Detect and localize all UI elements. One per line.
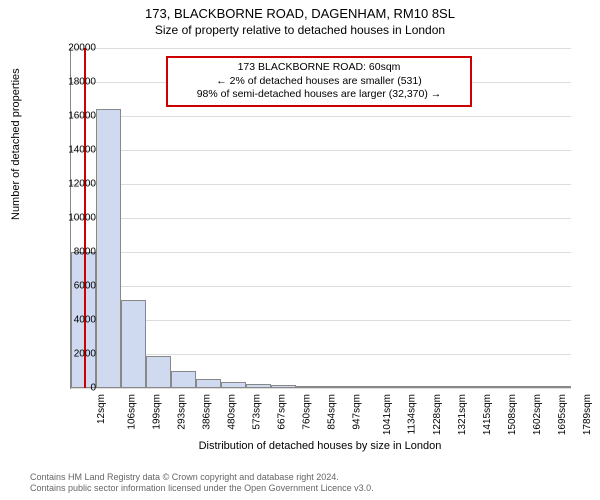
y-tick-label: 2000: [36, 349, 96, 360]
x-tick-label: 1602sqm: [532, 394, 543, 435]
footer-line1: Contains HM Land Registry data © Crown c…: [30, 472, 374, 483]
grid-line: [71, 116, 571, 117]
x-tick-label: 480sqm: [227, 394, 238, 430]
histogram-bar: [146, 356, 171, 388]
histogram-bar: [496, 386, 521, 388]
x-tick-label: 106sqm: [127, 394, 138, 430]
grid-line: [71, 184, 571, 185]
x-tick-label: 199sqm: [152, 394, 163, 430]
grid-line: [71, 48, 571, 49]
y-tick-label: 12000: [36, 179, 96, 190]
histogram-bar: [121, 300, 146, 388]
histogram-bar: [271, 385, 296, 388]
x-tick-label: 667sqm: [277, 394, 288, 430]
footer-line2: Contains public sector information licen…: [30, 483, 374, 494]
histogram-bar: [521, 386, 546, 388]
histogram-bar: [421, 386, 446, 388]
annotation-box: 173 BLACKBORNE ROAD: 60sqm← 2% of detach…: [166, 56, 472, 107]
x-tick-label: 1134sqm: [406, 394, 417, 434]
histogram-bar: [346, 386, 371, 388]
y-tick-label: 16000: [36, 111, 96, 122]
chart-subtitle: Size of property relative to detached ho…: [0, 21, 600, 37]
x-tick-label: 573sqm: [252, 394, 263, 430]
histogram-bar: [196, 379, 221, 388]
y-axis-label: Number of detached properties: [10, 68, 22, 220]
annotation-line: 173 BLACKBORNE ROAD: 60sqm: [174, 61, 464, 75]
x-tick-label: 1695sqm: [557, 394, 568, 435]
chart-title: 173, BLACKBORNE ROAD, DAGENHAM, RM10 8SL: [0, 0, 600, 21]
y-tick-label: 18000: [36, 77, 96, 88]
chart-container: 173, BLACKBORNE ROAD, DAGENHAM, RM10 8SL…: [0, 0, 600, 500]
x-tick-label: 1321sqm: [457, 394, 468, 435]
footer-text: Contains HM Land Registry data © Crown c…: [30, 472, 374, 494]
y-tick-label: 6000: [36, 281, 96, 292]
y-tick-label: 14000: [36, 145, 96, 156]
grid-line: [71, 320, 571, 321]
grid-line: [71, 150, 571, 151]
histogram-bar: [246, 384, 271, 388]
histogram-bar: [446, 386, 471, 388]
x-tick-label: 1415sqm: [482, 394, 493, 435]
histogram-bar: [96, 109, 121, 388]
y-tick-label: 0: [36, 383, 96, 394]
y-tick-label: 20000: [36, 43, 96, 54]
histogram-bar: [546, 386, 571, 388]
x-tick-label: 293sqm: [177, 394, 188, 430]
histogram-bar: [171, 371, 196, 388]
x-tick-label: 1508sqm: [507, 394, 518, 435]
y-tick-label: 10000: [36, 213, 96, 224]
histogram-bar: [321, 386, 346, 388]
histogram-bar: [371, 386, 396, 388]
grid-line: [71, 218, 571, 219]
histogram-bar: [471, 386, 496, 388]
x-tick-label: 947sqm: [352, 394, 363, 430]
x-tick-label: 854sqm: [327, 394, 338, 430]
grid-line: [71, 388, 571, 389]
grid-line: [71, 286, 571, 287]
x-axis-label: Distribution of detached houses by size …: [70, 440, 570, 452]
histogram-bar: [296, 386, 321, 388]
x-tick-label: 1789sqm: [582, 394, 593, 435]
plot-area: 173 BLACKBORNE ROAD: 60sqm← 2% of detach…: [70, 48, 571, 389]
x-tick-label: 1228sqm: [432, 394, 443, 435]
x-tick-label: 1041sqm: [382, 394, 393, 435]
x-tick-label: 760sqm: [302, 394, 313, 430]
x-tick-label: 12sqm: [96, 394, 107, 424]
annotation-line: ← 2% of detached houses are smaller (531…: [174, 75, 464, 89]
histogram-bar: [396, 386, 421, 388]
grid-line: [71, 252, 571, 253]
y-tick-label: 4000: [36, 315, 96, 326]
x-tick-label: 386sqm: [202, 394, 213, 430]
histogram-bar: [221, 382, 246, 388]
annotation-line: 98% of semi-detached houses are larger (…: [174, 88, 464, 102]
y-tick-label: 8000: [36, 247, 96, 258]
